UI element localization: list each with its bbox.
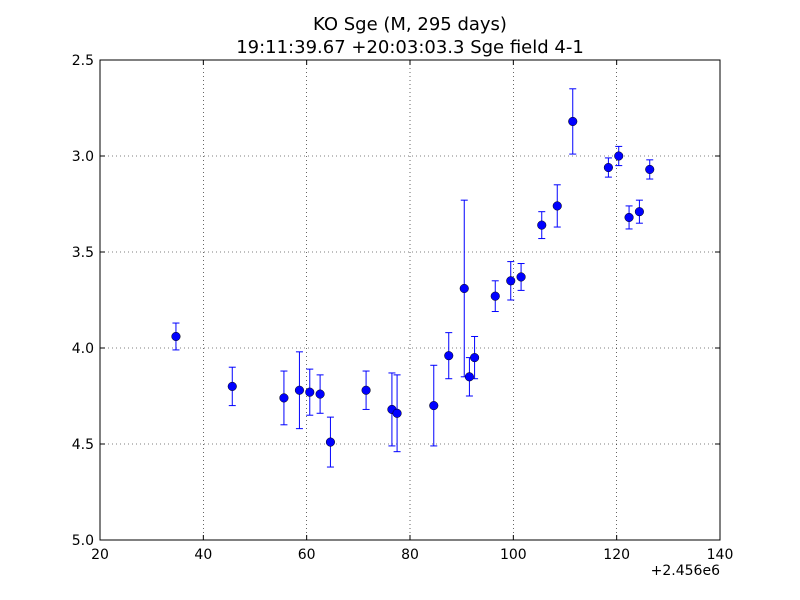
y-tick-label: 4.5 — [72, 437, 94, 453]
data-point — [361, 385, 371, 395]
data-point — [171, 331, 181, 342]
data-point — [614, 151, 624, 161]
chart-subtitle: 19:11:39.67 +20:03:03.3 Sge field 4-1 — [236, 37, 584, 58]
x-tick-label: 100 — [500, 547, 527, 563]
y-tick-labels: 2.5 3.0 3.5 4.0 4.5 5.0 — [72, 53, 94, 549]
y-tick-label: 2.5 — [72, 53, 94, 69]
data-point — [506, 276, 516, 286]
data-point — [552, 201, 562, 211]
data-point — [490, 291, 500, 301]
data-point — [537, 220, 547, 230]
x-tick-label: 20 — [91, 547, 109, 563]
chart-title: KO Sge (M, 295 days) — [313, 14, 507, 35]
data-point — [624, 212, 634, 222]
y-tick-label: 4.0 — [72, 341, 94, 357]
data-point — [444, 351, 454, 361]
x-tick-labels: 20 40 60 80 100 120 140 — [91, 547, 733, 563]
data-point — [470, 353, 480, 363]
x-tick-label: 40 — [194, 547, 212, 563]
x-tick-label: 80 — [401, 547, 419, 563]
x-tick-label: 140 — [707, 547, 734, 563]
data-point — [645, 164, 655, 174]
x-offset-label: +2.456e6 — [651, 563, 720, 579]
y-tick-label: 3.0 — [72, 149, 94, 165]
data-point — [392, 408, 402, 418]
grid-lines — [100, 60, 720, 540]
x-tick-label: 60 — [298, 547, 316, 563]
y-tick-label: 3.5 — [72, 245, 94, 261]
data-point — [634, 207, 644, 217]
x-tick-label: 120 — [603, 547, 630, 563]
data-point — [516, 272, 526, 282]
data-point — [315, 389, 325, 399]
axis-ticks — [99, 59, 721, 541]
data-point — [464, 372, 474, 382]
data-point — [294, 385, 304, 395]
y-tick-label: 5.0 — [72, 533, 94, 549]
data-point — [325, 437, 335, 447]
data-point — [429, 401, 439, 411]
data-point — [459, 283, 469, 294]
data-point — [568, 116, 578, 126]
data-point — [279, 393, 289, 403]
data-point — [227, 381, 237, 391]
data-point — [603, 162, 613, 173]
error-bars — [172, 88, 654, 468]
data-point — [305, 387, 315, 397]
data-markers — [171, 116, 655, 447]
